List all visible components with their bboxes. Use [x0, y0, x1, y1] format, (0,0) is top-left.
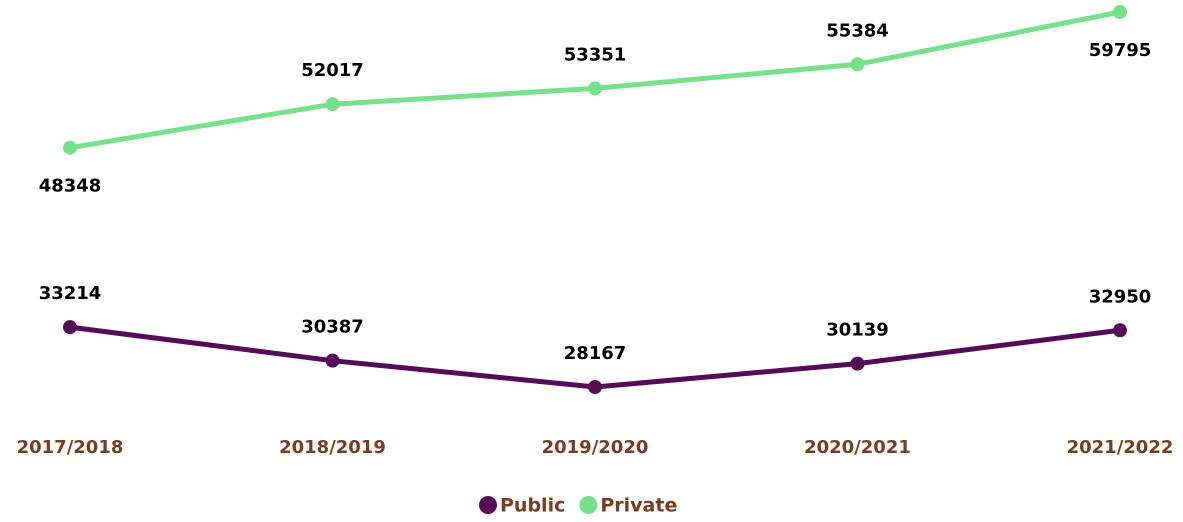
x-tick-label: 2017/2018	[17, 437, 124, 458]
marker	[325, 353, 340, 368]
x-tick-label: 2018/2019	[279, 437, 386, 458]
marker	[1113, 323, 1127, 338]
line	[69, 9, 1121, 151]
x-tick-label: 2021/2022	[1067, 437, 1174, 458]
data-label: 30387	[301, 317, 364, 338]
data-label: 48348	[39, 176, 102, 197]
x-tick-label: 2020/2021	[804, 437, 911, 458]
marker	[850, 57, 865, 72]
marker	[63, 320, 77, 335]
x-tick-label: 2019/2020	[542, 437, 649, 458]
legend-marker	[479, 496, 497, 514]
marker	[63, 140, 77, 155]
legend-label: Private	[600, 495, 677, 517]
data-label: 32950	[1089, 286, 1152, 307]
data-label: 52017	[301, 60, 364, 81]
legend-label: Public	[500, 495, 565, 517]
marker	[1113, 5, 1127, 19]
marker	[850, 356, 865, 371]
data-label: 30139	[826, 320, 889, 341]
data-label: 59795	[1089, 40, 1152, 61]
data-label: 53351	[564, 44, 627, 65]
marker	[588, 81, 602, 96]
data-label: 55384	[826, 20, 889, 41]
marker	[325, 97, 340, 112]
marker	[588, 380, 602, 394]
data-label: 33214	[39, 283, 102, 304]
legend-marker	[579, 496, 598, 514]
data-label: 28167	[564, 343, 627, 364]
